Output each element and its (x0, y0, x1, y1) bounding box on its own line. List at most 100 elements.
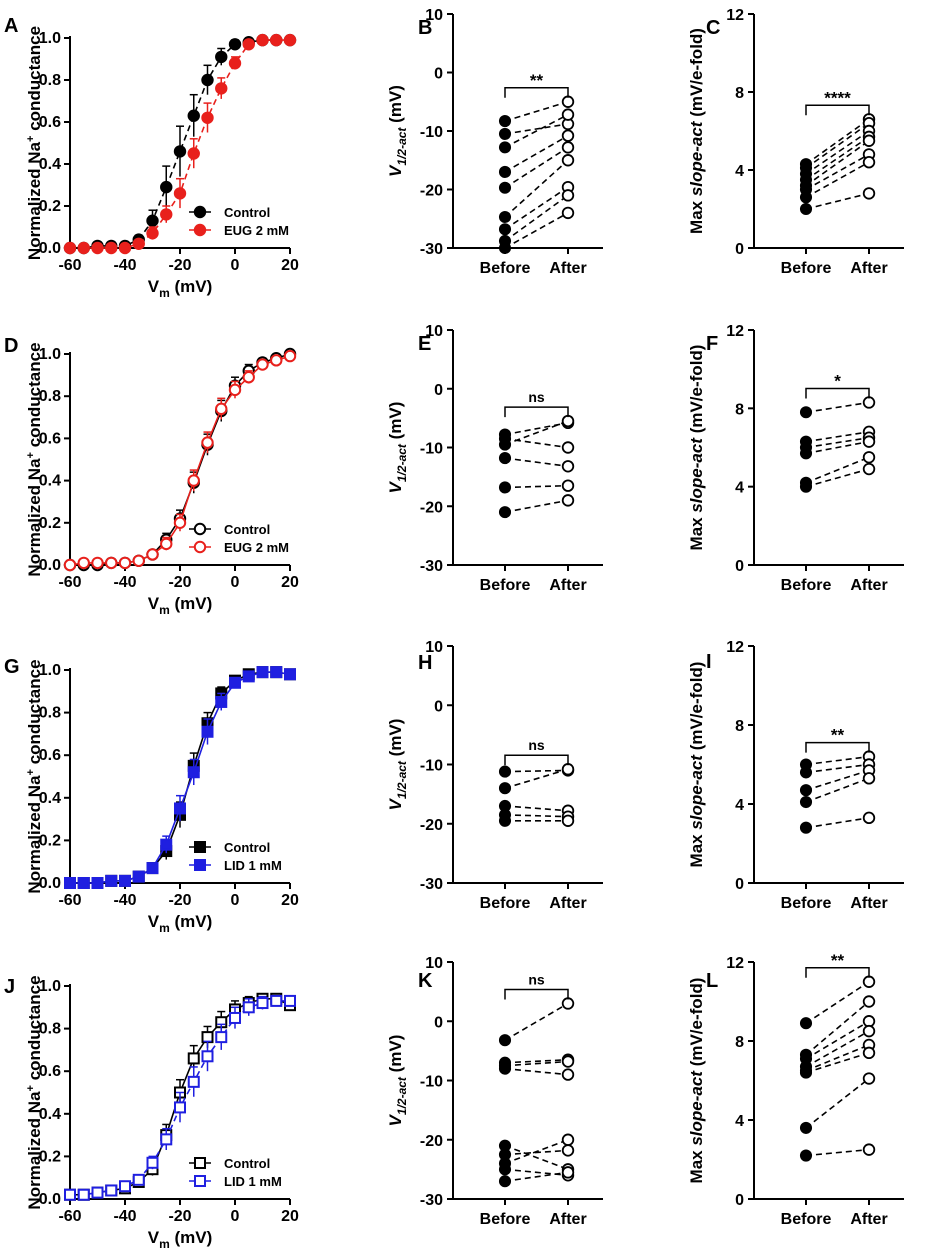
data-point (187, 147, 200, 160)
panel-letter-e: E (418, 333, 431, 355)
chart-h: -30 -20 -10 0 10 Before After V1/2-act (mV) ns (386, 639, 603, 912)
before-point (498, 1062, 512, 1075)
y-axis-title: Normalized Na+ conductance (25, 975, 44, 1209)
pair-line (504, 100, 569, 122)
data-point (132, 1173, 145, 1186)
after-point (561, 414, 575, 428)
x-tick-label: 20 (281, 892, 299, 909)
x-category-label: Before (781, 895, 832, 912)
data-point (132, 237, 145, 251)
data-point (119, 1180, 131, 1193)
y-tick-label: -10 (420, 441, 443, 458)
data-point (256, 358, 269, 371)
before-point (498, 181, 512, 194)
x-tick-label: -40 (113, 257, 136, 274)
x-category-label: Before (480, 895, 531, 912)
y-tick-label: 10 (425, 7, 443, 24)
y-axis-title: Max slope-act (mV/e-fold) (687, 662, 706, 868)
after-point (561, 763, 575, 776)
x-category-label: After (549, 260, 586, 277)
data-point (270, 33, 283, 47)
data-point (174, 802, 186, 815)
data-point (215, 82, 228, 95)
y-tick-label: 0.0 (39, 240, 61, 257)
data-point (201, 1031, 214, 1044)
data-point (105, 874, 118, 887)
before-point (498, 765, 512, 778)
data-point (242, 38, 255, 51)
y-tick-label: 0.2 (39, 198, 61, 215)
y-tick-label: -30 (420, 876, 443, 893)
chart-b: -30 -20 -10 0 10 Before After V1/2-act (mV) ** (386, 7, 603, 277)
data-point (64, 877, 76, 889)
data-point (242, 1001, 255, 1014)
x-category-label: After (549, 1211, 586, 1228)
chart-j: 0.0 0.2 0.4 0.6 0.8 1.0 -60 -40 -20 0 20 Vm (mV) Nor… (25, 975, 299, 1251)
panel-letter-j: J (4, 976, 15, 998)
after-point (862, 811, 876, 825)
pair-line (805, 118, 870, 165)
data-point (256, 33, 269, 47)
data-point (256, 997, 269, 1010)
y-tick-label: 1.0 (39, 662, 61, 679)
paired-data (799, 975, 876, 1162)
after-point (561, 479, 575, 492)
y-tick-label: 4 (735, 480, 744, 497)
data-point (193, 205, 207, 219)
y-tick-label: 0.8 (39, 1021, 61, 1038)
pair-line (805, 456, 870, 484)
after-point (561, 460, 575, 473)
y-tick-label: 12 (726, 7, 744, 24)
data-point (132, 554, 145, 567)
x-category-label: After (850, 577, 887, 594)
after-point (862, 1143, 876, 1156)
x-axis-title-unit: (mV) (170, 277, 213, 296)
y-tick-label: 10 (425, 955, 443, 972)
after-point (862, 462, 876, 476)
pair-line (805, 440, 870, 455)
y-axis-title: V1/2-act (mV) (386, 1035, 409, 1127)
after-point (561, 441, 575, 454)
after-point (862, 1072, 876, 1085)
x-axis-title-sub: m (159, 1237, 170, 1251)
before-point (799, 821, 813, 834)
x-tick-label: 0 (231, 257, 240, 274)
x-axis-title-main: V (148, 1228, 160, 1247)
y-axis-title: Max slope-act (mV/e-fold) (687, 28, 706, 234)
panel-letter-f: F (706, 333, 718, 355)
data-point (193, 540, 207, 554)
y-axis-title-italic: slope-act (687, 1070, 706, 1146)
data-point (160, 838, 173, 851)
after-point (561, 1055, 575, 1068)
before-point (799, 1149, 813, 1162)
pair-line (504, 1058, 569, 1064)
significance-label: ** (831, 951, 845, 970)
data-point (119, 874, 131, 887)
significance-label: ** (831, 726, 845, 745)
data-point (160, 537, 173, 551)
y-tick-label: 0.6 (39, 430, 61, 447)
pair-line (805, 755, 870, 766)
significance-bracket (504, 988, 569, 1000)
data-point (187, 1052, 200, 1065)
significance-bracket (805, 387, 870, 399)
before-point (498, 452, 512, 465)
data-point (284, 668, 296, 681)
pair-line (504, 159, 569, 218)
before-point (498, 814, 512, 827)
x-category-label: Before (781, 260, 832, 277)
pair-line (504, 457, 569, 468)
before-point (498, 210, 512, 224)
data-point (105, 241, 118, 255)
data-point (256, 666, 269, 679)
data-point (63, 241, 77, 255)
y-axis-title-sup: + (25, 452, 37, 458)
significance-bracket (504, 754, 569, 766)
data-point (194, 1157, 206, 1169)
pair-line (805, 468, 870, 488)
before-point (799, 1066, 813, 1079)
paired-data (498, 95, 575, 255)
data-point (283, 33, 297, 47)
pair-line (504, 1067, 569, 1076)
